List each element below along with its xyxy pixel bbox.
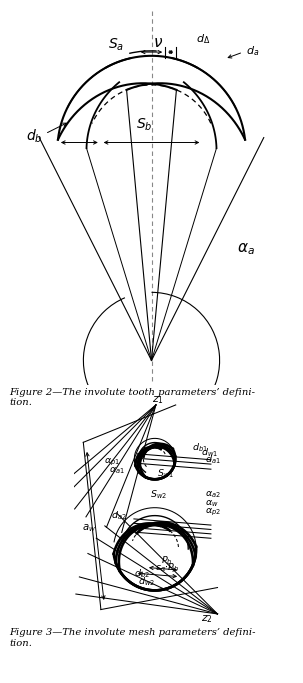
Text: $d_{b1}$: $d_{b1}$: [192, 441, 208, 454]
Text: $\alpha_{p2}$: $\alpha_{p2}$: [205, 507, 221, 518]
Text: $d_\Delta$: $d_\Delta$: [196, 32, 210, 46]
Text: $\alpha_a$: $\alpha_a$: [237, 241, 255, 257]
Text: $\alpha_w$: $\alpha_w$: [205, 498, 219, 509]
Text: $d_{a2}$: $d_{a2}$: [111, 510, 126, 522]
Text: $\alpha_{p1}$: $\alpha_{p1}$: [104, 457, 120, 468]
Text: $\nu$: $\nu$: [153, 36, 163, 50]
Text: $S_{w1}$: $S_{w1}$: [157, 467, 174, 480]
Text: $a_w$: $a_w$: [82, 522, 96, 534]
Text: $\varepsilon_\alpha{\cdot}P_b$: $\varepsilon_\alpha{\cdot}P_b$: [155, 561, 180, 574]
Text: $d_a$: $d_a$: [246, 44, 259, 58]
Text: $z_2$: $z_2$: [201, 613, 212, 625]
Text: $d_{w1}$: $d_{w1}$: [201, 446, 218, 458]
Text: $S_{w2}$: $S_{w2}$: [150, 489, 167, 501]
Text: $S_a$: $S_a$: [108, 36, 124, 53]
Text: $z_1$: $z_1$: [152, 394, 164, 406]
Text: $\alpha_{a1}$: $\alpha_{a1}$: [108, 466, 125, 476]
Text: $d_{a1}$: $d_{a1}$: [205, 454, 221, 466]
Text: $d_{w2}$: $d_{w2}$: [138, 575, 155, 588]
Text: $\alpha_{a2}$: $\alpha_{a2}$: [205, 490, 221, 501]
Text: $d_b$: $d_b$: [25, 128, 42, 145]
Text: Figure 3—The involute mesh parameters’ defini-
tion.: Figure 3—The involute mesh parameters’ d…: [9, 628, 256, 647]
Text: $S_b$: $S_b$: [136, 117, 152, 133]
Text: Figure 2—The involute tooth parameters’ defini-
tion.: Figure 2—The involute tooth parameters’ …: [9, 388, 255, 407]
Text: $d_{b2}$: $d_{b2}$: [134, 568, 150, 581]
Text: $P_b$: $P_b$: [161, 555, 172, 568]
